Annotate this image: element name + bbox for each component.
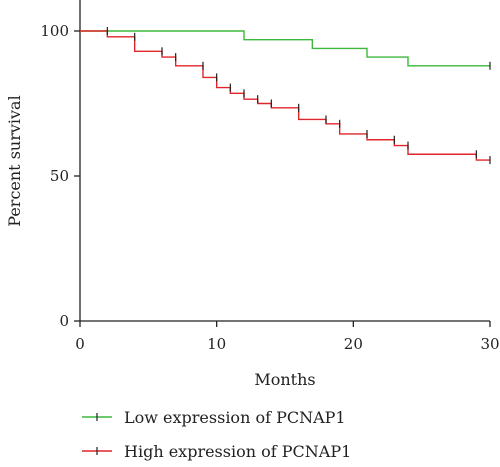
- y-ticks: 0 50 100: [40, 22, 80, 330]
- y-tick-label: 0: [59, 312, 69, 330]
- x-tick-label: 30: [480, 335, 499, 353]
- series-line-low: [80, 30, 490, 67]
- legend-item-high: High expression of PCNAP1: [82, 442, 351, 461]
- x-tick-label: 20: [344, 335, 363, 353]
- legend-label: High expression of PCNAP1: [124, 442, 351, 461]
- legend-label: Low expression of PCNAP1: [124, 408, 346, 427]
- series-line-high: [80, 30, 490, 161]
- plot-area: 0 50 100 0 10 20 30: [40, 0, 500, 353]
- x-tick-label: 10: [207, 335, 226, 353]
- x-axis-title: Months: [254, 370, 315, 389]
- series-layer: [80, 27, 491, 165]
- legend-item-low: Low expression of PCNAP1: [82, 408, 346, 427]
- y-axis-title: Percent survival: [5, 95, 24, 226]
- x-ticks: 0 10 20 30: [75, 321, 500, 353]
- y-tick-label: 50: [50, 167, 69, 185]
- legend: Low expression of PCNAP1 High expression …: [82, 408, 351, 461]
- x-tick-label: 0: [75, 335, 85, 353]
- y-tick-label: 100: [40, 22, 69, 40]
